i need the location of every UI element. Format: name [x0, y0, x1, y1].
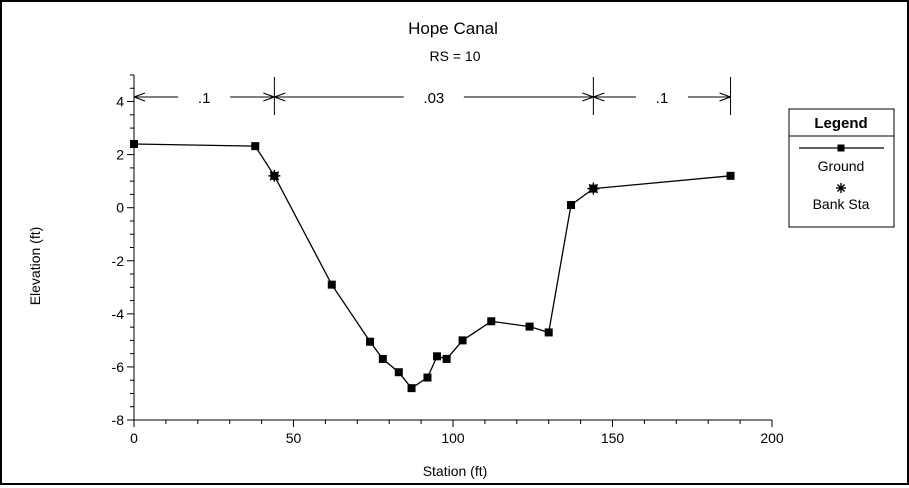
n-arrow-head [593, 92, 605, 102]
y-tick-label: -4 [112, 306, 125, 322]
legend-ground-label: Ground [818, 158, 865, 174]
ground-point [458, 336, 467, 345]
legend-bank-sta-label: Bank Sta [813, 196, 870, 212]
ground-point [327, 280, 336, 289]
ground-point [567, 201, 576, 210]
chart-subtitle: RS = 10 [430, 48, 481, 64]
x-tick-label: 100 [441, 430, 465, 446]
axes: 4 2 0 -2 -4 -6 -8 0 50 100 150 200 [112, 74, 784, 446]
ground-point [433, 352, 442, 361]
ground-point [423, 373, 432, 382]
x-tick-label: 200 [760, 430, 784, 446]
legend-box [788, 108, 895, 228]
n-arrow-head [719, 92, 731, 102]
ground-series-line [133, 143, 731, 390]
bank-sta-point [268, 169, 281, 182]
y-tick-label: -6 [112, 359, 125, 375]
ground-point [394, 368, 403, 377]
n-arrow-head [582, 92, 594, 102]
legend-ground-marker [837, 144, 845, 152]
legend: Legend Ground Bank Sta [788, 108, 895, 228]
y-tick-label: 4 [116, 94, 124, 110]
x-tick-label: 50 [286, 430, 302, 446]
n-value-label: .1 [198, 90, 211, 107]
ground-point [525, 322, 534, 331]
x-axis-label: Station (ft) [423, 463, 488, 479]
y-tick-label: 2 [116, 147, 124, 163]
ground-point [487, 317, 496, 326]
chart-title: Hope Canal [408, 19, 498, 38]
manning-n-regions: .1 .03 .1 [133, 77, 732, 115]
legend-bank-sta-marker [836, 183, 846, 193]
ground-point [442, 354, 451, 363]
n-arrow-head [133, 92, 146, 102]
ground-point [378, 354, 387, 363]
y-tick-label: -2 [112, 253, 125, 269]
ground-point [407, 384, 416, 393]
n-arrow-head [263, 92, 275, 102]
asterisk-stroke [269, 171, 280, 181]
ground-point [366, 337, 375, 346]
asterisk-stroke [836, 183, 846, 193]
ground-point [251, 142, 260, 151]
legend-title: Legend [814, 115, 867, 132]
ground-point [726, 171, 735, 180]
plot-area [130, 140, 735, 393]
y-tick-label: 0 [116, 200, 124, 216]
asterisk-stroke [588, 183, 599, 194]
n-value-label: .03 [423, 90, 444, 107]
n-value-label: .1 [656, 90, 669, 107]
x-tick-label: 150 [601, 430, 625, 446]
n-arrow-head [274, 92, 286, 102]
legend-asterisk [836, 183, 846, 193]
y-axis-label: Elevation (ft) [27, 227, 43, 306]
ground-point [130, 140, 138, 148]
x-tick-label: 0 [130, 430, 138, 446]
bank-sta-point [587, 182, 600, 195]
y-tick-label: -8 [112, 412, 125, 428]
ground-point [544, 328, 553, 337]
